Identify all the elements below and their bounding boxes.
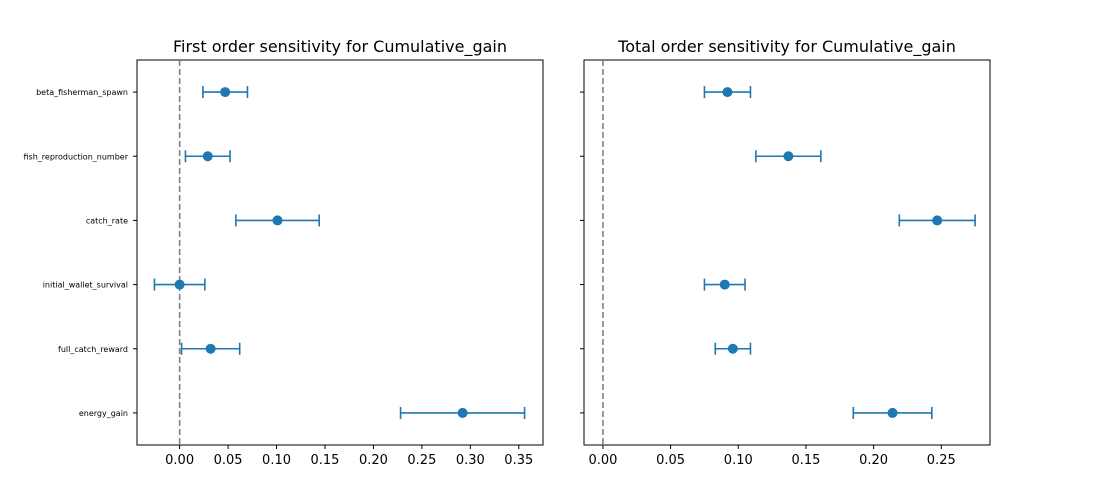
chart-title: First order sensitivity for Cumulative_g… xyxy=(173,37,507,57)
x-tick-label: 0.00 xyxy=(588,453,617,468)
data-point xyxy=(727,343,738,354)
x-tick-label: 0.05 xyxy=(656,453,685,468)
y-tick-label: energy_gain xyxy=(79,409,128,418)
data-point xyxy=(174,279,185,290)
first-order-panel: First order sensitivity for Cumulative_g… xyxy=(24,37,544,468)
y-tick-label: catch_rate xyxy=(86,216,128,225)
x-tick-label: 0.30 xyxy=(456,453,485,468)
y-tick-label: fish_reproduction_number xyxy=(24,152,129,161)
data-point xyxy=(272,215,283,226)
x-tick-label: 0.15 xyxy=(791,453,820,468)
data-point xyxy=(220,87,231,98)
x-tick-label: 0.00 xyxy=(165,453,194,468)
x-tick-label: 0.25 xyxy=(927,453,956,468)
x-tick-label: 0.10 xyxy=(724,453,753,468)
data-point xyxy=(783,151,794,162)
x-tick-label: 0.10 xyxy=(262,453,291,468)
data-point xyxy=(719,279,730,290)
x-tick-label: 0.05 xyxy=(214,453,243,468)
total-order-panel: Total order sensitivity for Cumulative_g… xyxy=(580,37,991,468)
data-point xyxy=(887,407,898,418)
data-point xyxy=(205,343,216,354)
plot-frame xyxy=(136,59,544,446)
x-tick-label: 0.20 xyxy=(859,453,888,468)
data-point xyxy=(932,215,943,226)
x-tick-label: 0.20 xyxy=(359,453,388,468)
x-tick-label: 0.35 xyxy=(504,453,533,468)
x-tick-label: 0.25 xyxy=(407,453,436,468)
y-tick-label: full_catch_reward xyxy=(58,345,128,354)
y-tick-label: beta_fisherman_spawn xyxy=(36,88,128,97)
plot-frame xyxy=(583,59,991,446)
data-point xyxy=(202,151,213,162)
data-point xyxy=(457,407,468,418)
chart-title: Total order sensitivity for Cumulative_g… xyxy=(617,37,956,57)
x-tick-label: 0.15 xyxy=(311,453,340,468)
y-tick-label: initial_wallet_survival xyxy=(43,281,128,290)
data-point xyxy=(722,87,733,98)
